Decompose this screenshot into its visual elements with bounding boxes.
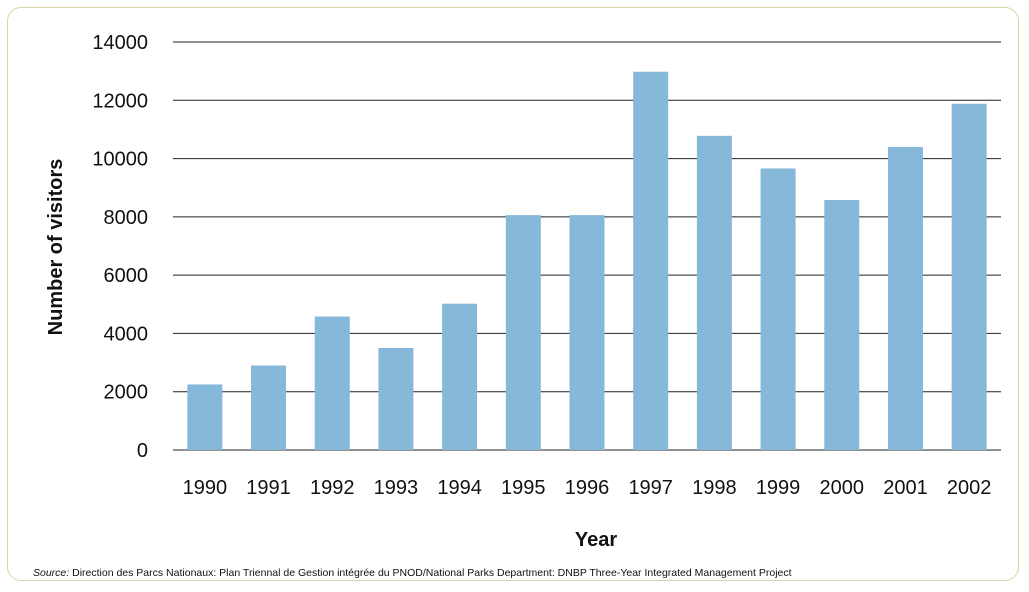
y-tick-label: 2000 (104, 382, 149, 404)
bar-1990 (187, 384, 223, 450)
x-tick-label: 1992 (310, 477, 355, 499)
x-tick-label: 1998 (692, 477, 737, 499)
y-tick-label: 10000 (92, 149, 148, 171)
bar-1992 (314, 316, 350, 450)
x-axis-title: Year (575, 529, 617, 551)
source-note: Source: Direction des Parcs Nationaux: P… (33, 567, 792, 579)
x-tick-label: 1995 (501, 477, 546, 499)
bar-1993 (378, 348, 414, 450)
bar-1999 (760, 168, 796, 451)
y-tick-label: 0 (137, 440, 148, 462)
x-tick-label: 1994 (437, 477, 482, 499)
x-tick-label: 1996 (565, 477, 610, 499)
bar-2002 (951, 103, 987, 450)
bar-2001 (887, 146, 923, 450)
y-tick-label: 14000 (92, 32, 148, 54)
x-tick-label: 1993 (374, 477, 419, 499)
bar-1991 (251, 365, 287, 450)
y-tick-label: 12000 (92, 90, 148, 112)
bar-1995 (505, 215, 541, 450)
bar-1996 (569, 215, 605, 450)
y-tick-label: 6000 (104, 265, 149, 287)
x-tick-label: 1999 (756, 477, 801, 499)
y-tick-label: 8000 (104, 207, 149, 229)
x-tick-label: 2000 (820, 477, 865, 499)
x-tick-label: 1991 (246, 477, 291, 499)
x-tick-label: 1990 (183, 477, 228, 499)
y-tick-label: 4000 (104, 323, 149, 345)
x-tick-label: 2002 (947, 477, 992, 499)
bar-1997 (633, 71, 669, 451)
y-tick-labels: 0 2000 4000 6000 8000 10000 12000 14000 (92, 32, 148, 462)
source-text: Direction des Parcs Nationaux: Plan Trie… (69, 567, 792, 579)
x-tick-labels: 1990 1991 1992 1993 1994 1995 1996 1997 1998 1999… (183, 477, 992, 499)
y-axis-title: Number of visitors (45, 159, 67, 336)
bar-2000 (824, 199, 860, 450)
bars (187, 71, 987, 451)
bar-1998 (696, 135, 732, 450)
x-tick-label: 2001 (883, 477, 928, 499)
x-tick-label: 1997 (628, 477, 673, 499)
bar-1994 (442, 303, 478, 450)
source-label: Source: (33, 567, 70, 579)
